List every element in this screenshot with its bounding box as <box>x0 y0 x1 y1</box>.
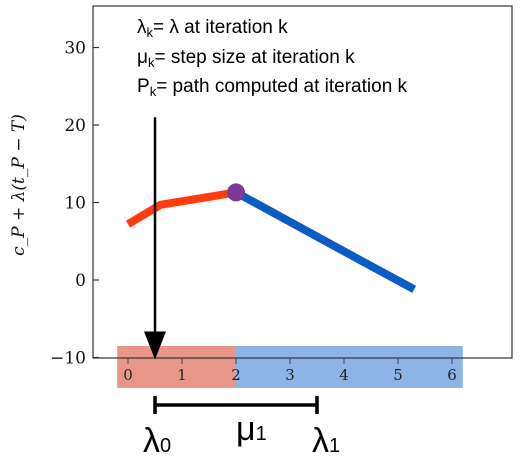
y-tick-label-4: 30 <box>64 39 86 59</box>
x-tick-label-3: 3 <box>285 366 295 384</box>
mu1-label: μ1 <box>236 410 267 448</box>
x-tick-label-0: 0 <box>123 366 133 384</box>
series-line-1 <box>236 192 414 289</box>
x-tick-label-5: 5 <box>393 366 403 384</box>
legend-line-path: Pk= path computed at iteration k <box>137 76 408 99</box>
bracket-labels: λ0 μ1 λ1 <box>143 410 340 460</box>
lambda1-label: λ1 <box>312 422 340 460</box>
legend-line-lambda: λk= λ at iteration k <box>137 17 288 40</box>
x-tick-label-4: 4 <box>339 366 349 384</box>
marker-point <box>227 183 245 201</box>
y-tick-label-3: 20 <box>64 116 86 136</box>
series-group <box>128 183 414 289</box>
y-tick-label-1: 0 <box>75 271 86 291</box>
legend-annotations: λk= λ at iteration k μk= step size at it… <box>137 17 408 99</box>
x-tick-label-2: 2 <box>231 366 241 384</box>
x-tick-label-1: 1 <box>177 366 187 384</box>
legend-line-mu: μk= step size at iteration k <box>137 47 355 70</box>
y-tick-label-2: 10 <box>64 194 86 214</box>
x-tick-label-6: 6 <box>447 366 457 384</box>
y-tick-label-0: −10 <box>50 349 86 369</box>
down-arrow <box>144 117 166 359</box>
y-axis: −10 0 10 20 30 <box>50 39 99 369</box>
y-axis-label: c_P + λ(t_P − T) <box>9 114 29 256</box>
series-line-0 <box>128 192 236 224</box>
lambda0-label: λ0 <box>143 422 171 460</box>
region-1 <box>236 346 463 388</box>
